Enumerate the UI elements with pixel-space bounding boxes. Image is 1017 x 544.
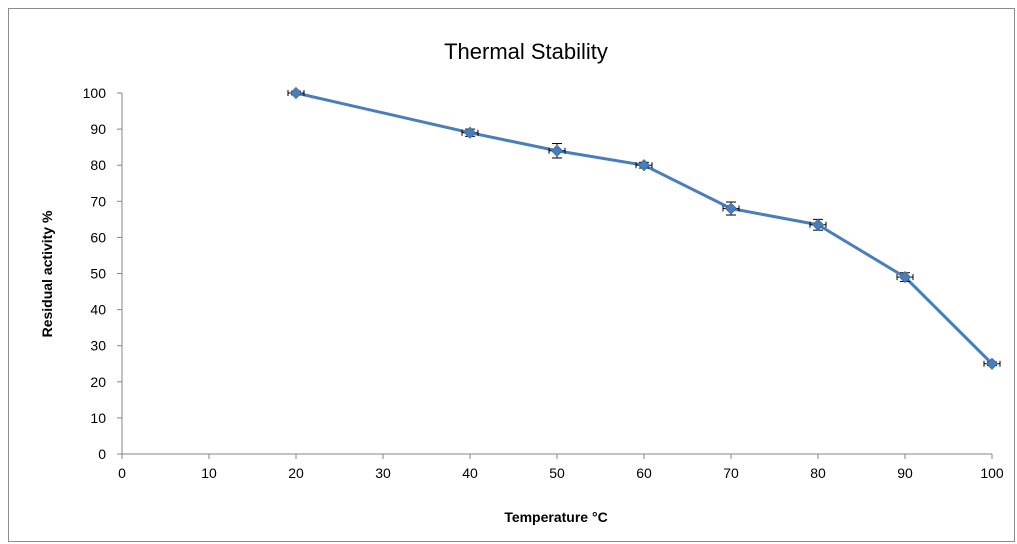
x-tick-label: 90 (897, 465, 913, 481)
data-point (983, 357, 1001, 370)
x-tick-label: 50 (549, 465, 565, 481)
x-tick-label: 0 (118, 465, 126, 481)
x-axis-ticks: 0 10 20 30 40 50 60 70 80 90 100 (118, 454, 1004, 481)
diamond-marker (898, 271, 912, 284)
series-line (295, 91, 994, 365)
x-tick-label: 20 (288, 465, 304, 481)
data-point (635, 159, 653, 172)
x-axis-label: Temperature °C (504, 509, 607, 525)
y-tick-label: 90 (90, 121, 106, 137)
data-point (809, 218, 827, 231)
chart-title: Thermal Stability (444, 39, 608, 64)
x-tick-label: 100 (980, 465, 1004, 481)
y-tick-label: 10 (90, 410, 106, 426)
diamond-marker (550, 144, 564, 157)
data-point (461, 126, 479, 139)
y-tick-label: 50 (90, 266, 106, 282)
diamond-marker (985, 357, 999, 370)
x-tick-label: 10 (201, 465, 217, 481)
chart-frame (8, 8, 1015, 542)
diamond-marker (724, 202, 738, 215)
y-tick-label: 70 (90, 193, 106, 209)
y-tick-label: 0 (98, 446, 106, 462)
data-point (722, 201, 740, 216)
data-point (896, 271, 914, 284)
y-tick-label: 40 (90, 302, 106, 318)
data-point (287, 86, 305, 100)
x-tick-label: 40 (462, 465, 478, 481)
diamond-marker (637, 159, 651, 172)
y-tick-label: 60 (90, 229, 106, 245)
x-tick-label: 80 (810, 465, 826, 481)
y-tick-label: 100 (83, 85, 107, 101)
data-point (548, 143, 566, 159)
y-tick-label: 80 (90, 157, 106, 173)
y-tick-label: 30 (90, 338, 106, 354)
y-axis-label: Residual activity % (39, 210, 55, 337)
y-tick-label: 20 (90, 374, 106, 390)
y-axis-ticks: 0 10 20 30 40 50 60 70 80 90 100 (83, 85, 122, 462)
series-group (287, 86, 1001, 370)
x-tick-label: 30 (375, 465, 391, 481)
diamond-marker (811, 218, 825, 231)
diamond-marker (289, 86, 303, 100)
x-tick-label: 70 (723, 465, 739, 481)
x-tick-label: 60 (636, 465, 652, 481)
diamond-marker (463, 126, 477, 139)
